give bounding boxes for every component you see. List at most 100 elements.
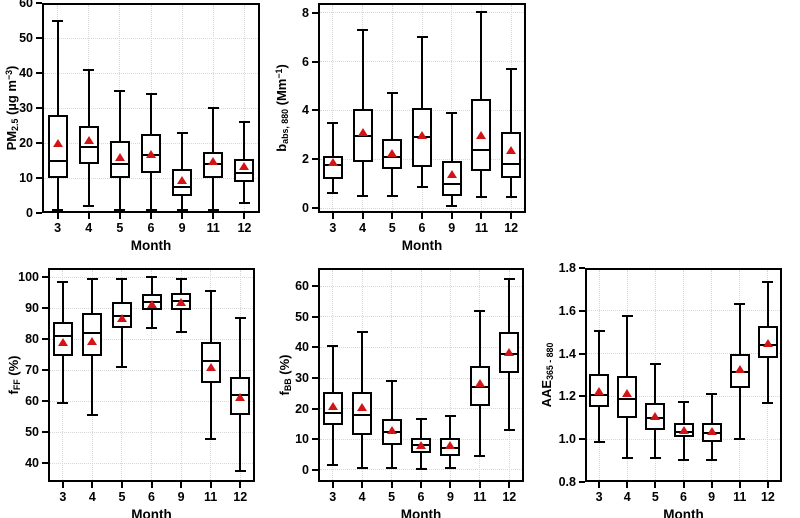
y-axis-title-segment: ) — [4, 65, 19, 70]
iqr-box — [501, 132, 522, 178]
mean-marker — [734, 364, 745, 373]
x-tick-mark — [120, 482, 123, 488]
whisker-cap-bottom — [734, 438, 746, 441]
y-tick-mark — [312, 60, 318, 63]
y-tick-label: 6 — [302, 54, 309, 69]
whisker-cap-bottom — [114, 208, 126, 211]
whisker-cap-top — [678, 400, 689, 403]
y-tick-mark — [42, 276, 48, 279]
mean-marker — [235, 392, 246, 401]
whisker-cap-top — [57, 280, 69, 283]
whisker-cap-top — [176, 131, 188, 134]
mean-marker — [386, 426, 397, 435]
x-tick-mark — [480, 213, 483, 219]
whisker-cap-top — [145, 93, 157, 95]
whisker-cap-top — [205, 290, 217, 293]
y-tick-mark — [312, 285, 318, 288]
whisker-cap-bottom — [356, 467, 368, 470]
median-line — [200, 360, 221, 363]
whisker-cap-top — [444, 415, 456, 418]
whisker-cap-bottom — [83, 205, 95, 207]
y-tick-mark — [312, 109, 318, 112]
x-tick-label: 12 — [760, 490, 775, 504]
x-tick-mark — [243, 213, 246, 219]
y-tick-label: 20 — [19, 136, 33, 150]
whisker-cap-bottom — [145, 208, 157, 211]
x-tick-mark — [331, 482, 334, 488]
mean-marker — [446, 169, 457, 178]
mean-marker — [116, 313, 127, 322]
panel-fbb: 0 10 20 30 40 50 60 3 4 5 6 9 11 12 Month fBB (%) — [277, 268, 524, 518]
mean-marker — [650, 411, 661, 420]
y-tick-label: 0 — [26, 206, 33, 220]
x-tick-label: 9 — [177, 490, 185, 504]
whisker-cap-top — [475, 10, 487, 13]
mean-marker — [622, 389, 633, 398]
gridline-vertical — [332, 5, 334, 211]
y-tick-mark — [36, 212, 42, 214]
plot-frame — [318, 3, 526, 213]
whisker-line — [450, 112, 453, 206]
y-tick-label: 4 — [302, 103, 309, 118]
whisker-cap-bottom — [474, 455, 486, 457]
whisker-cap-bottom — [357, 194, 369, 197]
median-line — [471, 148, 492, 151]
x-tick-mark — [510, 213, 513, 219]
mean-marker — [762, 338, 773, 347]
x-tick-label: 6 — [418, 221, 426, 235]
y-tick-label: 50 — [25, 425, 39, 440]
y-tick-mark — [42, 400, 48, 403]
whisker-cap-top — [649, 363, 661, 366]
y-axis-title-segment: PM — [4, 130, 19, 151]
y-tick-label: 10 — [19, 171, 33, 185]
iqr-box — [78, 125, 99, 164]
whisker-cap-bottom — [505, 196, 517, 199]
median-line — [234, 171, 255, 174]
x-tick-label: 12 — [504, 221, 519, 235]
whisker-cap-top — [327, 344, 339, 347]
y-tick-label: 20 — [295, 401, 309, 416]
y-axis-title-segment: (%) — [277, 354, 292, 379]
whisker-cap-top — [114, 89, 126, 92]
whisker-cap-top — [234, 316, 246, 319]
median-line — [82, 332, 103, 335]
gridline-vertical — [121, 270, 123, 480]
whisker-cap-bottom — [238, 201, 250, 204]
y-tick-label: 1.6 — [558, 303, 576, 318]
y-tick-label: 60 — [19, 0, 33, 10]
whisker-cap-bottom — [678, 458, 689, 461]
whisker-cap-bottom — [621, 457, 633, 460]
y-tick-mark — [36, 72, 42, 74]
median-line — [352, 413, 373, 416]
median-line — [322, 412, 343, 415]
whisker-cap-top — [474, 309, 486, 312]
panel-babs880: 0 2 4 6 8 3 4 5 6 9 11 12 Month babs, 880 (Mm−1) — [274, 3, 526, 253]
x-tick-label: 6 — [147, 221, 155, 235]
y-tick-mark — [36, 2, 42, 4]
x-tick-mark — [450, 213, 453, 219]
y-axis-title-segment: (%) — [6, 355, 21, 380]
y-axis-title: fFF (%) — [6, 356, 22, 395]
y-tick-label: 1.8 — [558, 261, 576, 275]
mean-marker — [83, 135, 94, 144]
gridline-vertical — [181, 5, 183, 211]
whisker-cap-bottom — [175, 330, 187, 333]
x-tick-mark — [150, 213, 152, 219]
median-line — [52, 335, 73, 338]
x-tick-label: 4 — [88, 490, 96, 504]
plot-frame — [318, 268, 524, 482]
whisker-cap-bottom — [176, 208, 188, 211]
x-tick-mark — [212, 213, 215, 219]
median-line — [501, 163, 522, 166]
whisker-cap-bottom — [386, 467, 398, 470]
y-tick-mark — [36, 177, 42, 179]
y-tick-label: 40 — [295, 340, 309, 355]
y-tick-mark — [312, 315, 318, 318]
whisker-cap-top — [175, 277, 187, 280]
gridline-vertical — [391, 270, 393, 480]
y-tick-label: 50 — [19, 31, 33, 45]
y-tick-mark — [579, 438, 585, 441]
y-tick-label: 40 — [25, 456, 39, 471]
y-tick-label: 30 — [295, 371, 309, 386]
whisker-cap-bottom — [475, 196, 487, 199]
